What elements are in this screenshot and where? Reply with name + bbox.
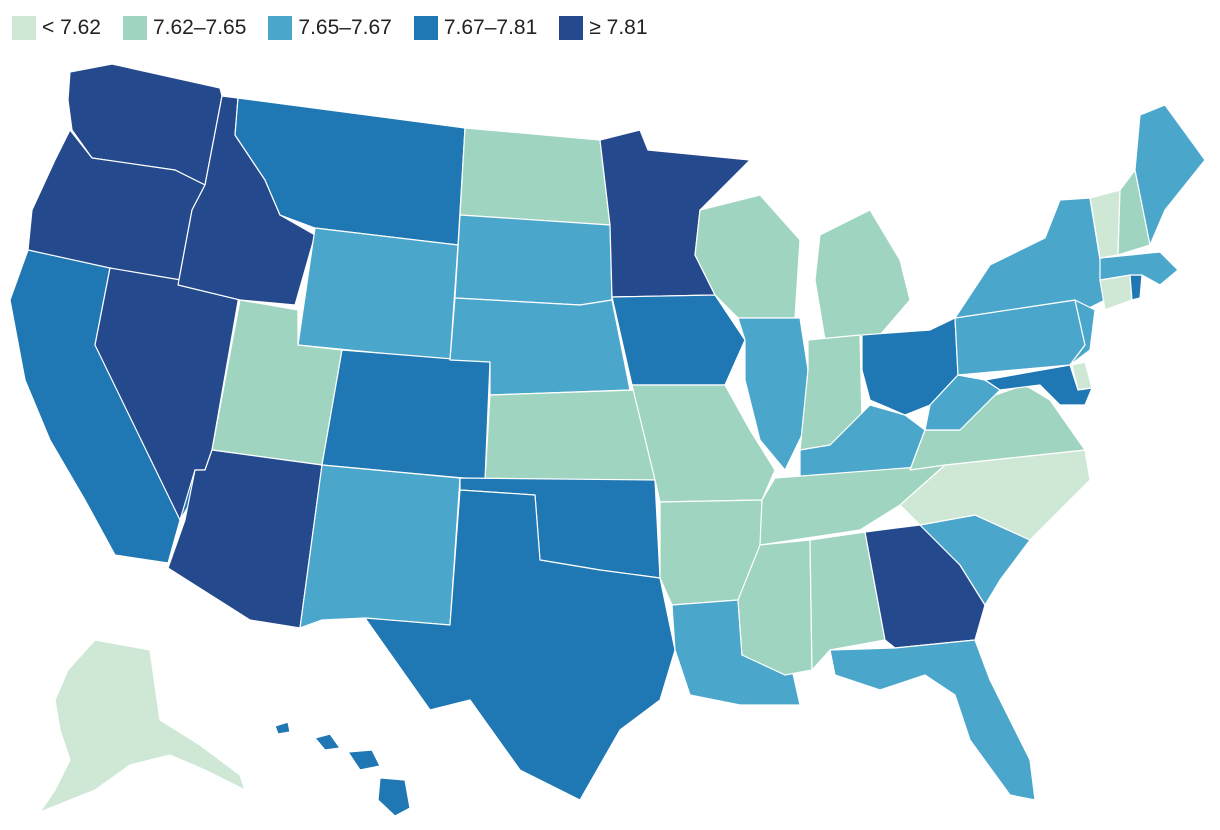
state-ks[interactable] <box>484 389 656 481</box>
legend-label: 7.67–7.81 <box>443 16 538 39</box>
state-nd[interactable] <box>459 127 611 226</box>
state-ak[interactable] <box>39 639 246 813</box>
state-ri[interactable] <box>1129 274 1143 301</box>
state-mo[interactable] <box>631 384 776 503</box>
state-nj[interactable] <box>1069 299 1096 366</box>
state-ia[interactable] <box>611 294 746 386</box>
state-co[interactable] <box>321 349 491 481</box>
state-ma[interactable] <box>1099 251 1179 286</box>
state-ct[interactable] <box>1099 274 1133 311</box>
state-tx[interactable] <box>364 489 676 801</box>
legend-label: 7.62–7.65 <box>152 16 247 39</box>
state-mi[interactable] <box>814 209 911 341</box>
state-me[interactable] <box>1134 104 1206 246</box>
state-wv[interactable] <box>924 374 1001 431</box>
state-hi[interactable] <box>274 721 411 817</box>
legend-item-7-67-7-81: 7.67–7.81 <box>413 16 538 40</box>
state-nm[interactable] <box>299 464 461 629</box>
legend-item-gte-7-81: ≥ 7.81 <box>559 16 648 40</box>
legend-item-lt-7-62: < 7.62 <box>12 16 101 40</box>
legend-swatch <box>413 16 438 40</box>
state-fl[interactable] <box>829 639 1036 801</box>
legend-label: 7.65–7.67 <box>298 16 392 39</box>
state-ny[interactable] <box>954 197 1106 319</box>
legend-label: ≥ 7.81 <box>589 16 648 39</box>
map-legend: < 7.62 7.62–7.65 7.65–7.67 7.67–7.81 ≥ 7… <box>12 14 670 42</box>
state-al[interactable] <box>809 531 886 671</box>
state-il[interactable] <box>737 317 809 471</box>
legend-item-7-65-7-67: 7.65–7.67 <box>268 16 392 40</box>
state-md[interactable] <box>984 364 1093 406</box>
legend-swatch <box>268 16 293 40</box>
legend-swatch <box>122 16 147 40</box>
legend-swatch <box>559 16 584 40</box>
legend-item-7-62-7-65: 7.62–7.65 <box>122 16 247 40</box>
state-sd[interactable] <box>454 214 613 306</box>
state-wy[interactable] <box>297 227 459 361</box>
legend-label: < 7.62 <box>42 16 101 39</box>
legend-swatch <box>12 16 36 40</box>
